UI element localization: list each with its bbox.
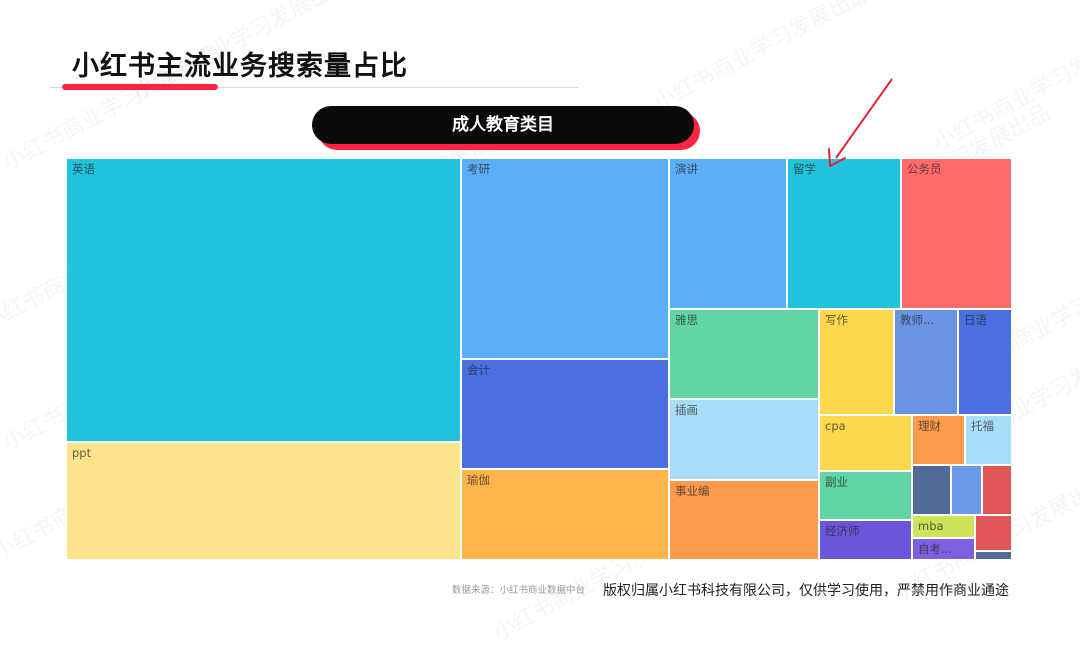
treemap-cell: 理财 <box>911 414 966 466</box>
treemap-label: 理财 <box>918 419 941 433</box>
treemap-rect <box>893 308 959 416</box>
treemap-cell: ppt <box>65 441 462 561</box>
annotation-arrow-head <box>828 148 846 167</box>
treemap-label: 托福 <box>971 419 994 433</box>
treemap-cell <box>974 514 1013 552</box>
treemap-cell: 日语 <box>957 308 1013 416</box>
treemap-rect <box>957 308 1013 416</box>
treemap-rect <box>900 157 1013 310</box>
treemap-label: 留学 <box>793 162 816 176</box>
page-title: 小红书主流业务搜索量占比 <box>72 51 408 82</box>
treemap-label: 瑜伽 <box>467 473 490 487</box>
treemap-cell: 写作 <box>818 308 895 416</box>
treemap-cell: 插画 <box>668 398 820 481</box>
treemap-rect <box>974 550 1013 561</box>
treemap-cell: 雅思 <box>668 308 820 400</box>
treemap-rect <box>974 514 1013 552</box>
treemap-cell: 留学 <box>786 157 902 310</box>
treemap-rect <box>65 157 462 443</box>
treemap-cell: cpa <box>818 414 913 472</box>
treemap-label: 雅思 <box>675 313 698 327</box>
subtitle-pill: 成人教育类目 <box>312 106 694 144</box>
treemap-label: 写作 <box>825 313 848 327</box>
treemap-cell: mba <box>911 514 976 539</box>
treemap-label: 会计 <box>467 363 490 377</box>
treemap-cell: 副业 <box>818 470 913 521</box>
treemap-rect <box>818 308 895 416</box>
treemap-cell <box>950 464 983 516</box>
copyright-notice: 版权归属小红书科技有限公司，仅供学习使用，严禁用作商业通途 <box>603 583 1009 599</box>
treemap-label: cpa <box>825 419 846 433</box>
treemap-cell: 托福 <box>964 414 1013 466</box>
treemap-rect <box>981 464 1013 516</box>
treemap-rect <box>786 157 902 310</box>
data-source-note: 数据来源：小红书商业数据中台 <box>452 585 586 596</box>
treemap-rect <box>668 308 820 400</box>
treemap-rect <box>668 479 820 561</box>
annotation-arrow-line <box>835 78 893 159</box>
treemap-cell: 事业编 <box>668 479 820 561</box>
treemap-label: 自考... <box>918 542 952 556</box>
treemap-rect <box>950 464 983 516</box>
treemap-cell <box>974 550 1013 561</box>
treemap-label: 日语 <box>964 313 987 327</box>
treemap-label: 事业编 <box>675 484 710 498</box>
treemap-label: 演讲 <box>675 162 698 176</box>
treemap-rect <box>964 414 1013 466</box>
treemap-cell: 自考... <box>911 537 976 561</box>
treemap-label: 经济师 <box>825 524 860 538</box>
treemap-label: mba <box>918 519 944 533</box>
treemap-cell <box>981 464 1013 516</box>
treemap-cell: 演讲 <box>668 157 788 310</box>
treemap-label: ppt <box>72 446 92 460</box>
treemap-rect <box>460 468 670 561</box>
treemap-cell: 会计 <box>460 358 670 470</box>
treemap-rect <box>460 358 670 470</box>
treemap-cell: 英语 <box>65 157 462 443</box>
treemap-rect <box>818 470 913 521</box>
treemap-rect <box>668 398 820 481</box>
treemap-cell: 考研 <box>460 157 670 360</box>
treemap-label: 考研 <box>467 162 490 176</box>
treemap-cell <box>911 464 952 516</box>
treemap-label: 副业 <box>825 475 848 489</box>
treemap-label: 英语 <box>72 162 95 176</box>
treemap-rect <box>460 157 670 360</box>
treemap-label: 公务员 <box>907 162 942 176</box>
treemap-rect <box>65 441 462 561</box>
treemap-label: 插画 <box>675 403 698 417</box>
treemap-rect <box>911 464 952 516</box>
title-accent-bar <box>62 84 218 90</box>
treemap-rect <box>668 157 788 310</box>
treemap-label: 教师... <box>900 313 934 327</box>
title-divider <box>50 87 578 88</box>
treemap-cell: 教师... <box>893 308 959 416</box>
treemap-cell: 公务员 <box>900 157 1013 310</box>
treemap-cell: 瑜伽 <box>460 468 670 561</box>
treemap-cell: 经济师 <box>818 519 913 561</box>
